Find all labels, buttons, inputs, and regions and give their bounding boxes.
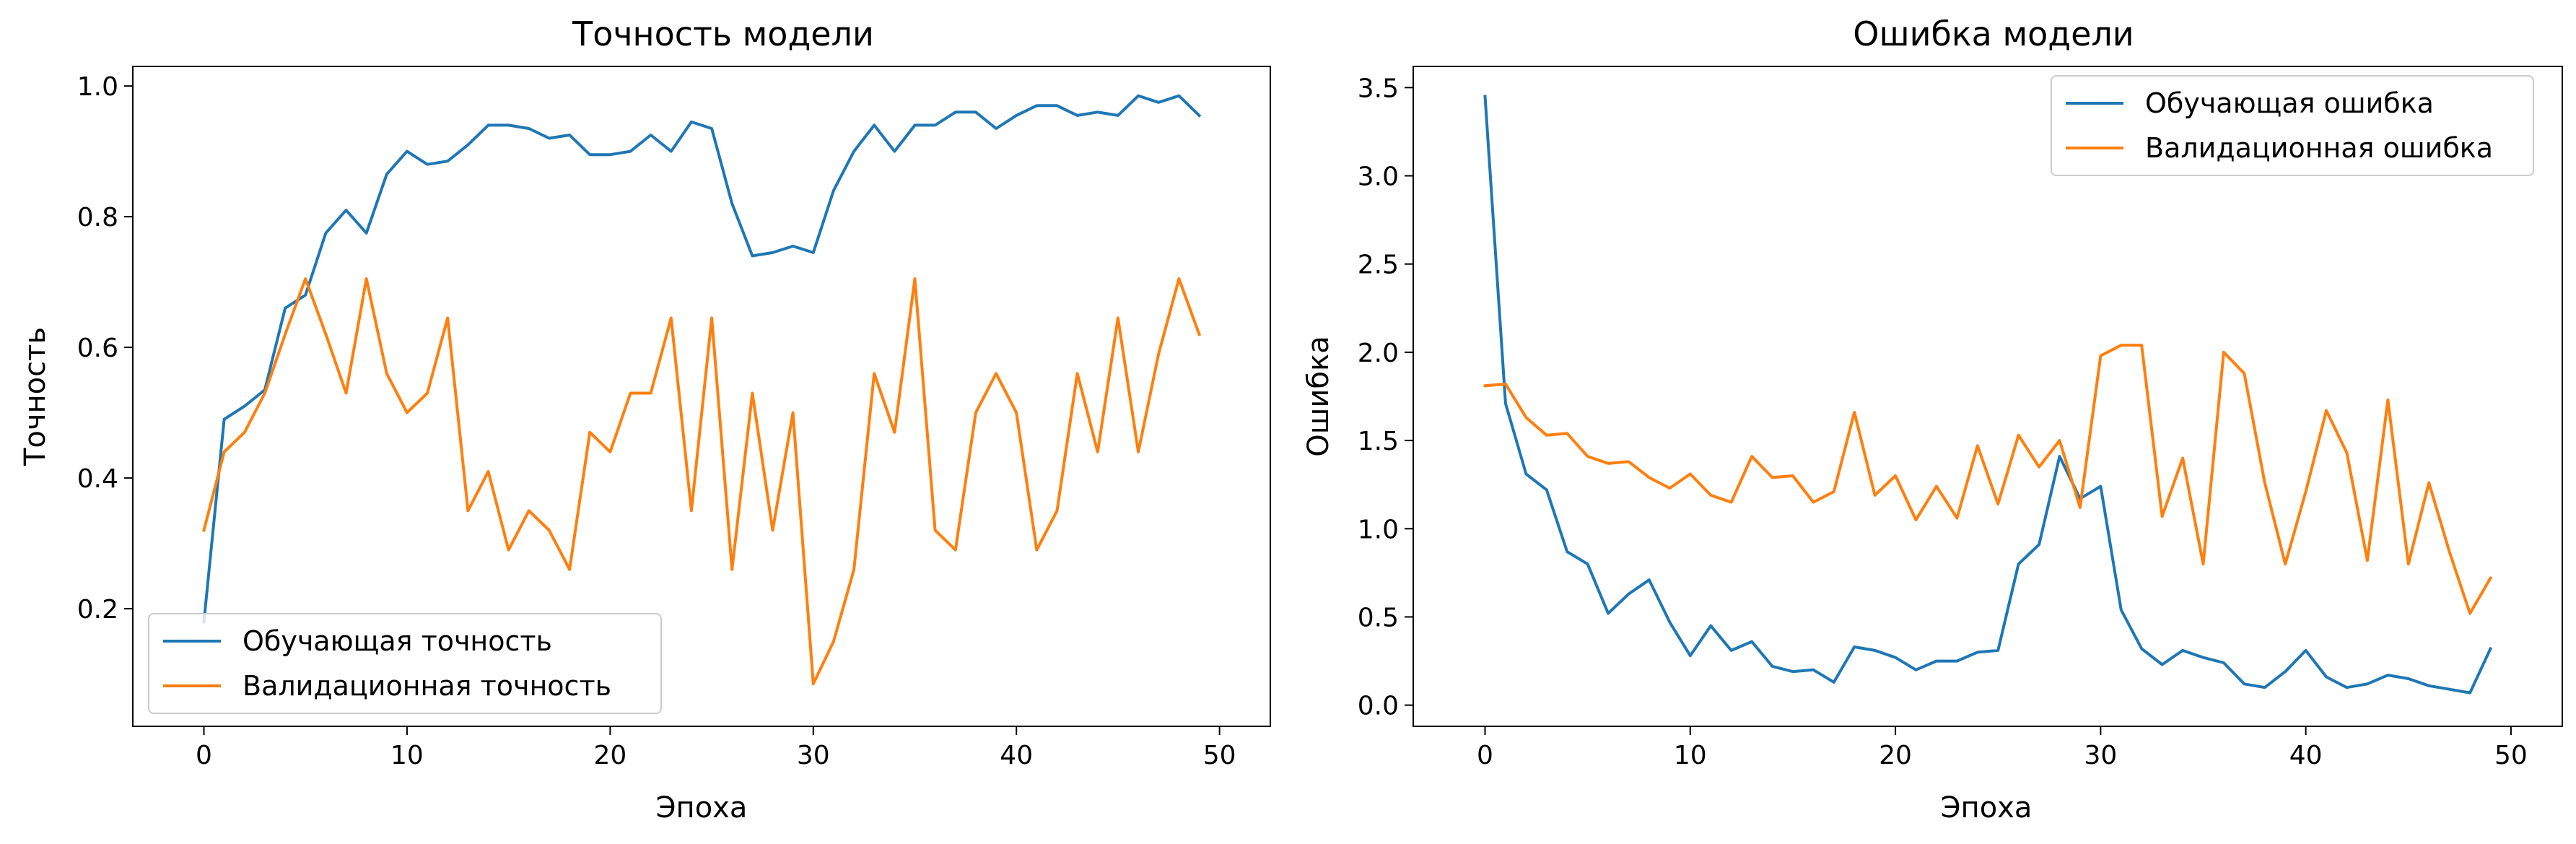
accuracy-y-tick-label: 0.2	[77, 595, 118, 625]
accuracy-plot: 0 10 20 30 40 50 0.2 0.4 0.6 0.8 1.0 Обучающая точн…	[77, 72, 1236, 770]
accuracy-legend-label: Валидационная точность	[243, 670, 611, 702]
loss-y-tick-label: 0.0	[1358, 692, 1399, 721]
accuracy-series-line-train	[202, 94, 1202, 624]
accuracy-legend	[148, 613, 662, 714]
loss-series-line-validation	[1483, 344, 2493, 615]
accuracy-x-tick-label: 20	[593, 741, 626, 770]
accuracy-x-tick-label: 50	[1203, 741, 1236, 770]
loss-series-line-train	[1483, 95, 2493, 695]
loss-chart-title: Ошибка модели	[1853, 14, 2134, 53]
loss-x-tick-label: 30	[2084, 741, 2117, 770]
accuracy-x-tick-label: 40	[1000, 741, 1033, 770]
loss-y-axis-label: Ошибка	[1302, 336, 1335, 456]
loss-legend-label: Обучающая ошибка	[2145, 87, 2434, 119]
loss-y-tick-label: 3.0	[1358, 162, 1399, 192]
loss-y-tick-label: 1.0	[1358, 515, 1399, 544]
accuracy-series-line-validation	[202, 277, 1202, 686]
accuracy-y-tick-label: 0.8	[77, 203, 118, 232]
accuracy-x-axis-label: Эпоха	[656, 791, 748, 825]
loss-x-tick-label: 40	[2289, 741, 2323, 770]
loss-y-tick-label: 0.5	[1358, 603, 1399, 632]
accuracy-x-tick-label: 0	[196, 741, 212, 770]
accuracy-y-axis-label: Точность	[19, 327, 52, 466]
accuracy-x-tick-label: 10	[390, 741, 424, 770]
accuracy-chart-title: Точность модели	[572, 14, 874, 53]
accuracy-x-tick-label: 30	[797, 741, 830, 770]
loss-plot: 0 10 20 30 40 50 0.0 0.5 1.0 1.5 2.0 2.5 3.0 3.5 Обуча…	[1358, 74, 2534, 770]
loss-y-tick-label: 2.5	[1358, 251, 1399, 280]
loss-legend	[2051, 75, 2534, 176]
loss-x-tick-label: 20	[1879, 741, 1912, 770]
loss-x-axis-label: Эпоха	[1941, 791, 2033, 825]
accuracy-chart: Точность модели 0 10 20 30 40 50 0.2 0.4 0.6 0.8 1…	[19, 14, 1271, 825]
accuracy-y-tick-label: 1.0	[77, 72, 118, 102]
accuracy-y-tick-label: 0.4	[77, 464, 118, 494]
loss-chart: Ошибка модели 0 10 20 30 40 50 0.0 0.5 1.0 1.5 2.0…	[1302, 14, 2563, 825]
loss-x-tick-label: 50	[2494, 741, 2528, 770]
loss-x-tick-label: 0	[1477, 741, 1493, 770]
loss-x-tick-label: 10	[1674, 741, 1707, 770]
loss-y-tick-label: 1.5	[1358, 427, 1399, 456]
accuracy-legend-label: Обучающая точность	[243, 625, 552, 657]
loss-y-tick-label: 3.5	[1358, 74, 1399, 103]
loss-y-tick-label: 2.0	[1358, 339, 1399, 368]
loss-plot-area	[1413, 66, 2563, 727]
loss-legend-label: Валидационная ошибка	[2145, 132, 2493, 164]
accuracy-y-tick-label: 0.6	[77, 334, 118, 363]
